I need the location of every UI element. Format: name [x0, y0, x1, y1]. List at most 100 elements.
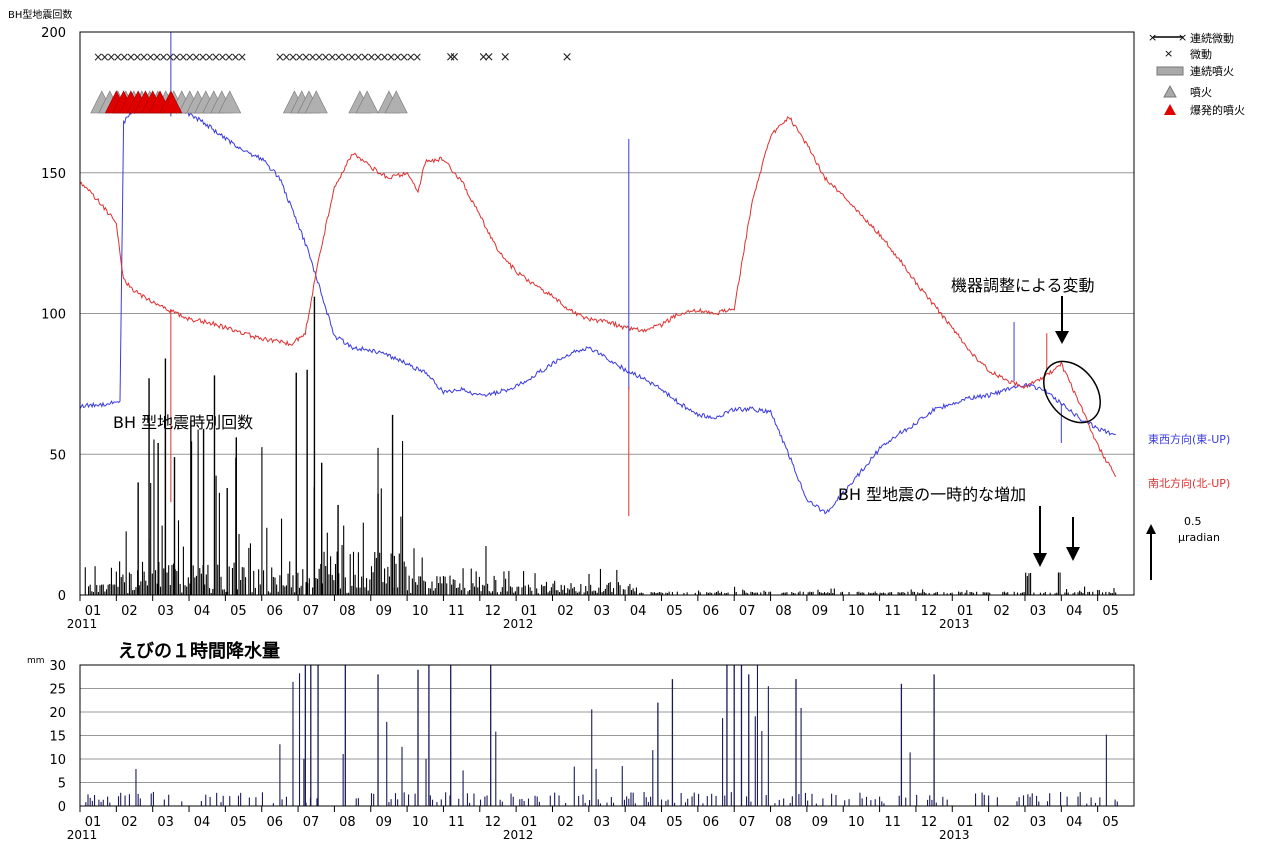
top-x-tick-label: 12 — [485, 604, 502, 619]
top-y-ticks: 0 50 100 150 200 — [41, 26, 66, 604]
top-x-tick-label: 10 — [412, 604, 429, 619]
tremor-marker: × — [126, 50, 136, 64]
tremor-marker: × — [500, 50, 511, 65]
tremor-marker: × — [340, 50, 350, 64]
top-x-tick-label: 02 — [993, 604, 1010, 619]
tremor-marker: × — [412, 50, 422, 64]
tremor-marker: × — [145, 50, 155, 64]
tremor-marker: × — [406, 50, 416, 64]
bottom-x-ticks: 01 02 03 04 05 06 07 08 09 10 11 12 01 02 03 04 05 06 07 08… — [67, 806, 1119, 842]
tremor-marker: × — [478, 50, 489, 65]
tremor-marker: × — [294, 50, 304, 64]
top-year-label: 2011 — [67, 617, 98, 631]
tremor-marker: × — [281, 50, 291, 64]
bh-hourly-annotation: BH 型地震時別回数 — [113, 413, 253, 432]
bottom-x-tick-label: 01 — [957, 815, 974, 830]
tilt-series — [79, 32, 1117, 517]
bottom-y-tick-label: 25 — [49, 683, 66, 698]
tremor-marker: × — [366, 50, 376, 64]
bottom-gridlines — [80, 688, 1134, 783]
legend-gray-triangle-symbol — [1163, 84, 1177, 98]
tremor-marker: × — [191, 50, 201, 64]
top-x-tick-label: 01 — [85, 604, 102, 619]
top-plot-frame — [79, 31, 1135, 596]
eruption-markers: ××××××××××××××××××××××× ×××××××××××××××××… — [90, 50, 573, 114]
top-x-tick-label: 01 — [957, 604, 974, 619]
top-x-tick-label: 02 — [121, 604, 138, 619]
tremor-marker: × — [224, 50, 234, 64]
tremor-marker: × — [106, 50, 116, 64]
scale-arrow-head — [1146, 524, 1156, 534]
bottom-x-tick-label: 04 — [194, 815, 211, 830]
top-year-label: 2013 — [939, 617, 970, 631]
top-x-ticks: 01 02 03 04 05 06 07 08 09 10 11 12 01 02 03 04 05 06 07 08… — [67, 595, 1119, 631]
bottom-y-tick-label: 20 — [49, 706, 66, 721]
top-x-tick-label: 11 — [448, 604, 465, 619]
bottom-year-label: 2012 — [503, 828, 534, 842]
tremor-marker: × — [172, 50, 182, 64]
top-x-tick-label: 03 — [1030, 604, 1047, 619]
tremor-marker: × — [301, 50, 311, 64]
top-x-tick-label: 03 — [157, 604, 174, 619]
tremor-marker: × — [445, 50, 456, 65]
tremor-marker: × — [93, 50, 103, 64]
bottom-x-tick-label: 02 — [121, 815, 138, 830]
tremor-marker: × — [275, 50, 285, 64]
tremor-marker: × — [327, 50, 337, 64]
top-x-tick-label: 11 — [884, 604, 901, 619]
bottom-plot-frame — [79, 664, 1135, 807]
bottom-y-tick-label: 15 — [49, 730, 66, 745]
tremor-marker: × — [314, 50, 324, 64]
top-x-tick-label: 07 — [303, 604, 320, 619]
tremor-marker: × — [393, 50, 403, 64]
bottom-y-ticks: 0 5 10 15 20 25 30 — [49, 659, 66, 815]
series-line — [79, 106, 1116, 515]
bottom-chart-title: えびの１時間降水量 — [118, 640, 280, 662]
adjust-ellipse — [1043, 360, 1101, 424]
bottom-x-tick-label: 01 — [85, 815, 102, 830]
eruption-marker — [304, 90, 328, 114]
tremor-marker: × — [113, 50, 123, 64]
bottom-x-tick-label: 04 — [1066, 815, 1083, 830]
top-x-tick-label: 12 — [921, 604, 938, 619]
tremor-marker: × — [217, 50, 227, 64]
tremor-marker: × — [165, 50, 175, 64]
legend-red-triangle-symbol — [1164, 104, 1176, 115]
bottom-y-unit: mm — [27, 656, 45, 666]
tremor-marker: × — [353, 50, 363, 64]
top-x-tick-label: 05 — [1102, 604, 1119, 619]
tremor-marker: × — [211, 50, 221, 64]
top-x-tick-label: 04 — [1066, 604, 1083, 619]
bottom-x-tick-label: 09 — [375, 815, 392, 830]
legend-item-label: 連続微動 — [1190, 31, 1234, 45]
series-line — [79, 116, 1117, 478]
tremor-marker: × — [449, 50, 460, 65]
tremor-marker: × — [132, 50, 142, 64]
top-y-tick-label: 150 — [41, 167, 66, 182]
legend-x-symbol: × — [1164, 47, 1173, 60]
bottom-x-tick-label: 02 — [557, 815, 574, 830]
ew-series-label: 東西方向(東-UP) — [1148, 432, 1230, 446]
bottom-x-tick-label: 08 — [339, 815, 356, 830]
bottom-x-tick-label: 06 — [266, 815, 283, 830]
tremor-marker: × — [237, 50, 247, 64]
tremor-marker: × — [288, 50, 298, 64]
top-x-tick-label: 06 — [703, 604, 720, 619]
top-x-tick-label: 09 — [375, 604, 392, 619]
top-x-tick-label: 05 — [230, 604, 247, 619]
bottom-x-tick-label: 03 — [594, 815, 611, 830]
legend-item-label: 噴火 — [1190, 86, 1212, 99]
legend-x-left: × — [1148, 31, 1157, 44]
tremor-marker: × — [185, 50, 195, 64]
increase-arrow-1-head — [1033, 553, 1047, 567]
tremor-marker: × — [139, 50, 149, 64]
top-x-tick-label: 06 — [266, 604, 283, 619]
tremor-marker: × — [562, 50, 573, 65]
bottom-x-tick-label: 08 — [775, 815, 792, 830]
top-y-tick-label: 200 — [41, 26, 66, 41]
eruption-marker — [384, 90, 408, 114]
top-x-tick-label: 08 — [339, 604, 356, 619]
top-x-tick-label: 02 — [557, 604, 574, 619]
ns-series-label: 南北方向(北-UP) — [1148, 476, 1230, 490]
